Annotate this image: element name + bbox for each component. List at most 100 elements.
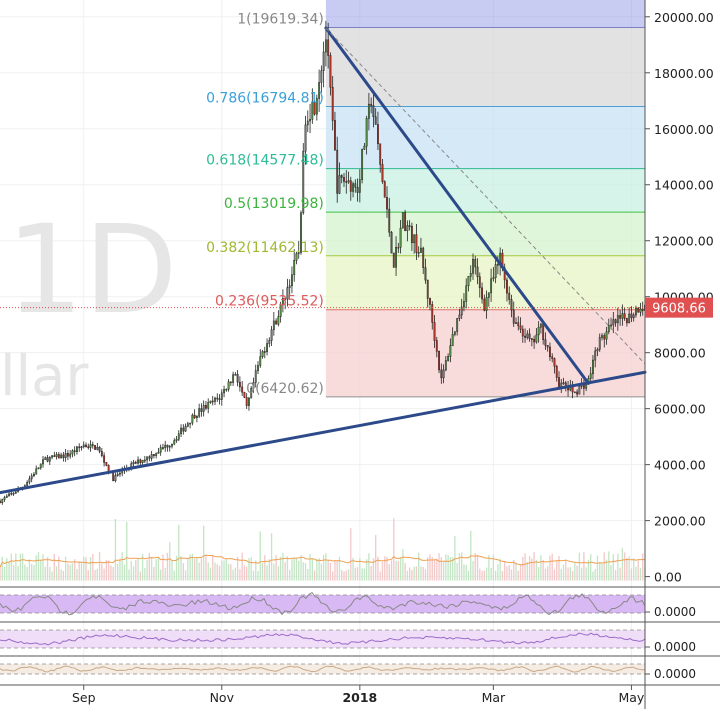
- volume-bar: [504, 561, 506, 581]
- candle-body: [89, 444, 92, 448]
- candle-body: [232, 374, 235, 383]
- volume-bar: [205, 554, 207, 581]
- candle-body: [270, 329, 273, 341]
- trendline-support: [0, 370, 647, 495]
- candle-body: [429, 298, 431, 305]
- candle-body: [365, 118, 368, 147]
- volume-bar: [28, 559, 31, 581]
- volume-bar: [31, 563, 33, 581]
- candle-body: [329, 55, 332, 88]
- volume-bar: [198, 562, 200, 581]
- candle-body: [191, 414, 194, 424]
- candle-body: [415, 234, 418, 253]
- candle-body: [141, 459, 144, 463]
- volume-bar: [223, 560, 225, 581]
- candle-body: [272, 320, 275, 331]
- trendline-resistance: [324, 26, 590, 385]
- volume-bar: [92, 553, 94, 581]
- x-tick-label: Nov: [210, 690, 235, 705]
- candle-body: [492, 277, 495, 280]
- volume-bar: [148, 552, 151, 581]
- candle-body: [8, 493, 10, 497]
- candle-body: [358, 179, 361, 193]
- volume-bar: [234, 567, 237, 581]
- volume-bar: [293, 557, 295, 581]
- volume-bar: [171, 560, 173, 581]
- volume-bar: [583, 552, 585, 581]
- candle-body: [225, 388, 228, 391]
- volume-bar: [499, 558, 501, 581]
- candle-body: [263, 351, 266, 353]
- volume-bar: [642, 553, 644, 581]
- indicator-axis-label: 0.0000: [654, 640, 696, 654]
- candle-body: [442, 369, 445, 379]
- candle-body: [474, 259, 477, 268]
- candle-body: [216, 397, 219, 400]
- volume-bar: [146, 559, 148, 581]
- fib-band: [325, 0, 645, 28]
- volume-bars: [0, 518, 646, 581]
- volume-bar: [141, 553, 144, 581]
- candle-body: [377, 124, 379, 145]
- x-tick-label: Sep: [72, 690, 96, 705]
- indicator-band: [0, 595, 645, 613]
- volume-bar: [10, 553, 12, 581]
- volume-bar: [307, 569, 309, 581]
- volume-bar: [533, 552, 535, 581]
- volume-bar: [542, 559, 544, 581]
- volume-bar: [562, 564, 565, 581]
- candle-body: [311, 102, 314, 120]
- candle-body: [223, 389, 225, 394]
- candle-body: [152, 454, 155, 456]
- candle-body: [392, 252, 395, 268]
- volume-bar: [295, 557, 298, 581]
- candle-body: [229, 381, 232, 384]
- volume-bar: [313, 570, 316, 581]
- volume-bar: [12, 565, 15, 581]
- volume-bar: [62, 570, 65, 581]
- candle-body: [576, 391, 579, 395]
- volume-bar: [408, 567, 411, 581]
- candle-body: [524, 335, 526, 338]
- candle-body: [205, 405, 207, 409]
- trendlines[interactable]: [0, 26, 647, 495]
- candle-body: [533, 339, 536, 343]
- candle-body: [506, 279, 508, 294]
- candle-body: [363, 145, 366, 150]
- volume-bar: [565, 559, 567, 581]
- volume-bar: [49, 566, 51, 581]
- volume-bar: [449, 557, 452, 581]
- candle-body: [612, 319, 615, 326]
- volume-bar: [513, 559, 515, 581]
- candle-body: [209, 400, 212, 403]
- candle-body: [573, 391, 576, 394]
- candle-body: [132, 461, 135, 464]
- candle-body: [295, 253, 298, 261]
- volume-bar: [250, 557, 252, 581]
- candle-body: [639, 308, 642, 313]
- fibonacci-retracement[interactable]: [325, 0, 645, 398]
- volume-bar: [153, 567, 155, 581]
- candle-body: [171, 443, 173, 447]
- candle-body: [374, 116, 377, 125]
- candle-body: [14, 491, 17, 494]
- candle-body: [157, 451, 160, 454]
- candle-body: [288, 285, 291, 288]
- volume-bar: [386, 557, 388, 581]
- volume-bar: [601, 563, 603, 581]
- volume-bar: [191, 553, 194, 581]
- volume-bar: [200, 558, 203, 581]
- volume-bar: [121, 552, 123, 581]
- candle-body: [381, 164, 384, 182]
- candle-body: [399, 227, 402, 248]
- y-tick-label: 0.00: [654, 570, 682, 585]
- candle-body: [78, 446, 81, 449]
- y-tick-label: 4000.00: [654, 458, 706, 473]
- volume-bar: [51, 571, 53, 581]
- volume-bar: [336, 560, 338, 581]
- y-tick-label: 20000.00: [654, 10, 714, 25]
- candle-body: [139, 459, 142, 463]
- volume-bar: [393, 518, 395, 581]
